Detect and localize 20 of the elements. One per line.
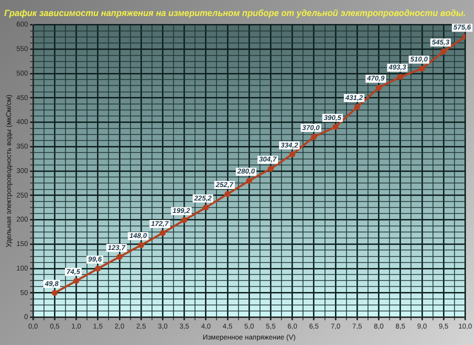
chart-title: График зависимости напряжения на измерительном приборе от удельной электропроводности воды.	[4, 8, 466, 18]
point	[246, 178, 252, 184]
point	[138, 242, 144, 248]
point	[440, 48, 447, 54]
point	[181, 217, 188, 224]
point	[116, 254, 122, 260]
point	[397, 74, 404, 80]
point	[160, 230, 166, 236]
point	[332, 124, 339, 130]
point	[202, 204, 209, 210]
point	[310, 134, 317, 140]
point	[418, 66, 425, 72]
point	[224, 191, 231, 198]
point	[73, 278, 80, 284]
point	[52, 290, 58, 296]
point	[289, 151, 296, 158]
point	[376, 84, 382, 91]
point	[94, 266, 101, 272]
point	[354, 104, 360, 110]
point	[268, 166, 274, 172]
